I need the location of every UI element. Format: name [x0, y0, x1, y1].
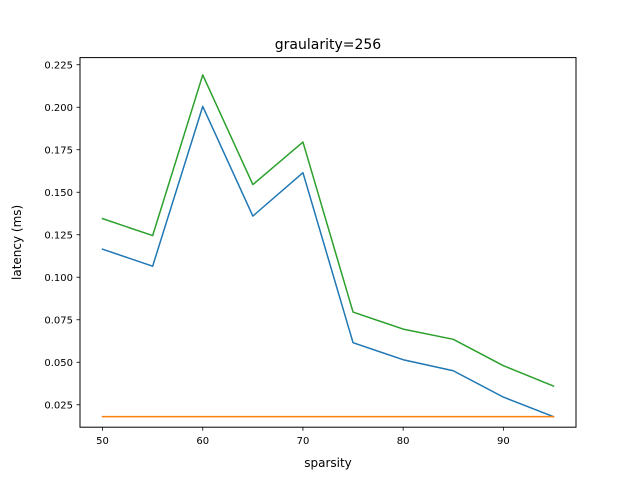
x-axis-label: sparsity [304, 456, 352, 470]
y-tick-label: 0.225 [44, 60, 73, 71]
x-tick-label: 50 [96, 436, 109, 447]
chart-title: graularity=256 [275, 37, 382, 53]
y-tick-label: 0.075 [44, 315, 73, 326]
y-tick-label: 0.175 [44, 145, 73, 156]
y-tick-label: 0.150 [44, 188, 73, 199]
y-axis-label: latency (ms) [10, 205, 24, 280]
x-tick-label: 80 [397, 436, 410, 447]
y-tick-label: 0.100 [44, 273, 73, 284]
x-tick-label: 60 [196, 436, 209, 447]
plot-frame [79, 57, 577, 428]
y-tick-label: 0.050 [44, 358, 73, 369]
axis-ticks: 50 60 70 80 90 0.025 0.050 0.075 0.100 0.125 0.150… [44, 60, 509, 447]
series-line-3 [101, 74, 555, 388]
y-tick-label: 0.200 [44, 103, 73, 114]
x-tick-label: 90 [497, 436, 510, 447]
series-line-1 [101, 105, 555, 418]
plot-lines [101, 74, 555, 418]
x-tick-label: 70 [297, 436, 310, 447]
y-tick-label: 0.125 [44, 230, 73, 241]
y-tick-label: 0.025 [44, 400, 73, 411]
